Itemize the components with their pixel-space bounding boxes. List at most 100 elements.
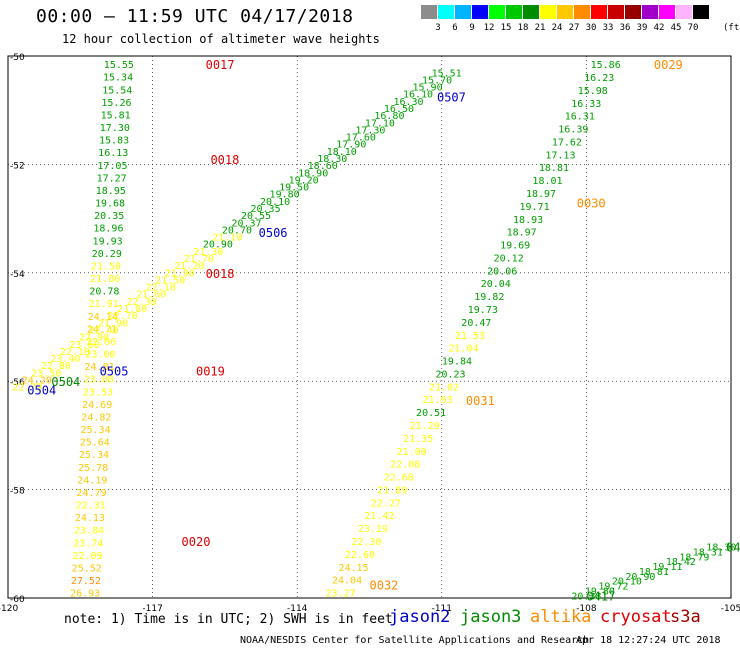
track-time-label: 0017 — [206, 58, 235, 72]
swh-value: 19.80 — [270, 190, 300, 201]
swh-value: 15.55 — [104, 60, 134, 71]
color-scale-label: 30 — [585, 23, 597, 33]
color-swatch — [523, 5, 540, 19]
swh-value: 20.51 — [416, 408, 446, 419]
color-scale-label: 70 — [687, 23, 699, 33]
swh-value: 16.50 — [384, 104, 414, 115]
swh-value: 20.35 — [94, 211, 124, 222]
swh-value: 20.70 — [222, 225, 252, 236]
swh-value: 15.83 — [99, 136, 129, 147]
swh-value: 24.71 — [87, 324, 117, 335]
y-tick-label: -56 — [10, 378, 25, 388]
color-swatch — [506, 5, 523, 19]
swh-value: 21.90 — [98, 318, 128, 329]
swh-value: 19.73 — [468, 305, 498, 316]
color-swatch — [659, 5, 676, 19]
swh-value: 19.82 — [474, 292, 504, 303]
swh-value: 18.90 — [298, 168, 328, 179]
swh-value: 21.91 — [89, 299, 119, 310]
footnote: note: 1) Time is in UTC; 2) SWH is in fe… — [64, 612, 393, 627]
track-time-label: 041 — [726, 541, 740, 555]
swh-value: 25.52 — [72, 563, 102, 574]
swh-value: 19.11 — [652, 562, 682, 573]
y-tick-label: -58 — [10, 487, 25, 497]
swh-value: 20.55 — [241, 211, 271, 222]
swh-value: 22.27 — [371, 498, 401, 509]
swh-value: 26.93 — [70, 589, 100, 600]
track-time-label: 0018 — [206, 267, 235, 281]
swh-value: 20.04 — [481, 279, 511, 290]
swh-value: 24.13 — [75, 513, 105, 524]
swh-value: 21.89 — [377, 485, 407, 496]
swh-value: 16.13 — [98, 148, 128, 159]
swh-value: 25.34 — [79, 450, 109, 461]
track-time-label: 0504 — [27, 383, 56, 397]
swh-value: 23.50 — [31, 368, 61, 379]
swh-value: 21.20 — [174, 261, 204, 272]
x-tick-label: -114 — [287, 604, 308, 614]
y-tick-label: -50 — [10, 53, 25, 63]
color-scale-label: 6 — [452, 23, 458, 33]
swh-value: 18.96 — [93, 224, 123, 235]
color-swatch — [421, 5, 438, 19]
swh-value: 15.98 — [578, 86, 608, 97]
swh-value: 18.30 — [706, 543, 736, 554]
swh-value: 19.84 — [442, 357, 472, 368]
swh-value: 23.00 — [85, 350, 115, 361]
swh-value: 22.30 — [127, 297, 157, 308]
swh-value: 20.37 — [231, 218, 261, 229]
swh-value: 21.02 — [429, 382, 459, 393]
swh-value: 21.80 — [117, 304, 147, 315]
swh-value: 20.23 — [435, 369, 465, 380]
color-swatch — [642, 5, 659, 19]
swh-value: 21.50 — [91, 261, 121, 272]
plot-frame — [7, 55, 732, 599]
swh-value: 15.54 — [102, 85, 132, 96]
footer-timestamp: Apr 18 12:27:24 UTC 2018 — [576, 635, 721, 646]
swh-value: 23.40 — [50, 354, 80, 365]
swh-value: 20.38 — [571, 591, 601, 602]
swh-value: 19.71 — [520, 202, 550, 213]
swh-value: 15.70 — [422, 75, 452, 86]
track-time-label: 0032 — [370, 578, 399, 592]
swh-value: 23.19 — [358, 524, 388, 535]
color-swatch — [557, 5, 574, 19]
swh-value: 22.08 — [390, 460, 420, 471]
swh-value: 19.20 — [289, 175, 319, 186]
swh-value: 22.70 — [108, 311, 138, 322]
swh-value: 24.81 — [85, 362, 115, 373]
x-tick-label: -108 — [576, 604, 597, 614]
chart-title: 00:00 – 11:59 UTC 04/17/2018 — [36, 6, 354, 27]
swh-value: 16.31 — [565, 112, 595, 123]
swh-value: 17.62 — [552, 137, 582, 148]
swh-value: 21.35 — [403, 434, 433, 445]
swh-value: 20.10 — [260, 197, 290, 208]
swh-value: 16.10 — [403, 90, 433, 101]
swh-value: 18.10 — [327, 147, 357, 158]
swh-value: 24.79 — [76, 488, 106, 499]
swh-value: 18.30 — [317, 154, 347, 165]
track-time-label: 0031 — [466, 394, 495, 408]
track-time-label: 0507 — [437, 91, 466, 105]
color-scale-label: 9 — [469, 23, 475, 33]
swh-value: 21.70 — [184, 254, 214, 265]
swh-value: 24.04 — [332, 576, 362, 587]
swh-value: 18.60 — [308, 161, 338, 172]
swh-value: 15.51 — [432, 68, 462, 79]
color-swatch — [574, 5, 591, 19]
swh-value: 24.19 — [77, 475, 107, 486]
swh-value: 17.05 — [97, 161, 127, 172]
swh-value: 22.60 — [345, 550, 375, 561]
swh-value: 23.74 — [73, 538, 103, 549]
swh-value: 19.50 — [279, 183, 309, 194]
color-swatch — [455, 5, 472, 19]
swh-value: 19.80 — [585, 586, 615, 597]
color-swatch — [676, 5, 693, 19]
swh-value: 22.68 — [384, 473, 414, 484]
satellite-legend-cryosat: cryosat — [600, 607, 672, 627]
swh-value: 19.68 — [95, 199, 125, 210]
track-time-label: 0417 — [586, 589, 615, 603]
swh-value: 18.97 — [526, 189, 556, 200]
swh-value: 21.30 — [193, 247, 223, 258]
swh-value: 22.10 — [60, 347, 90, 358]
